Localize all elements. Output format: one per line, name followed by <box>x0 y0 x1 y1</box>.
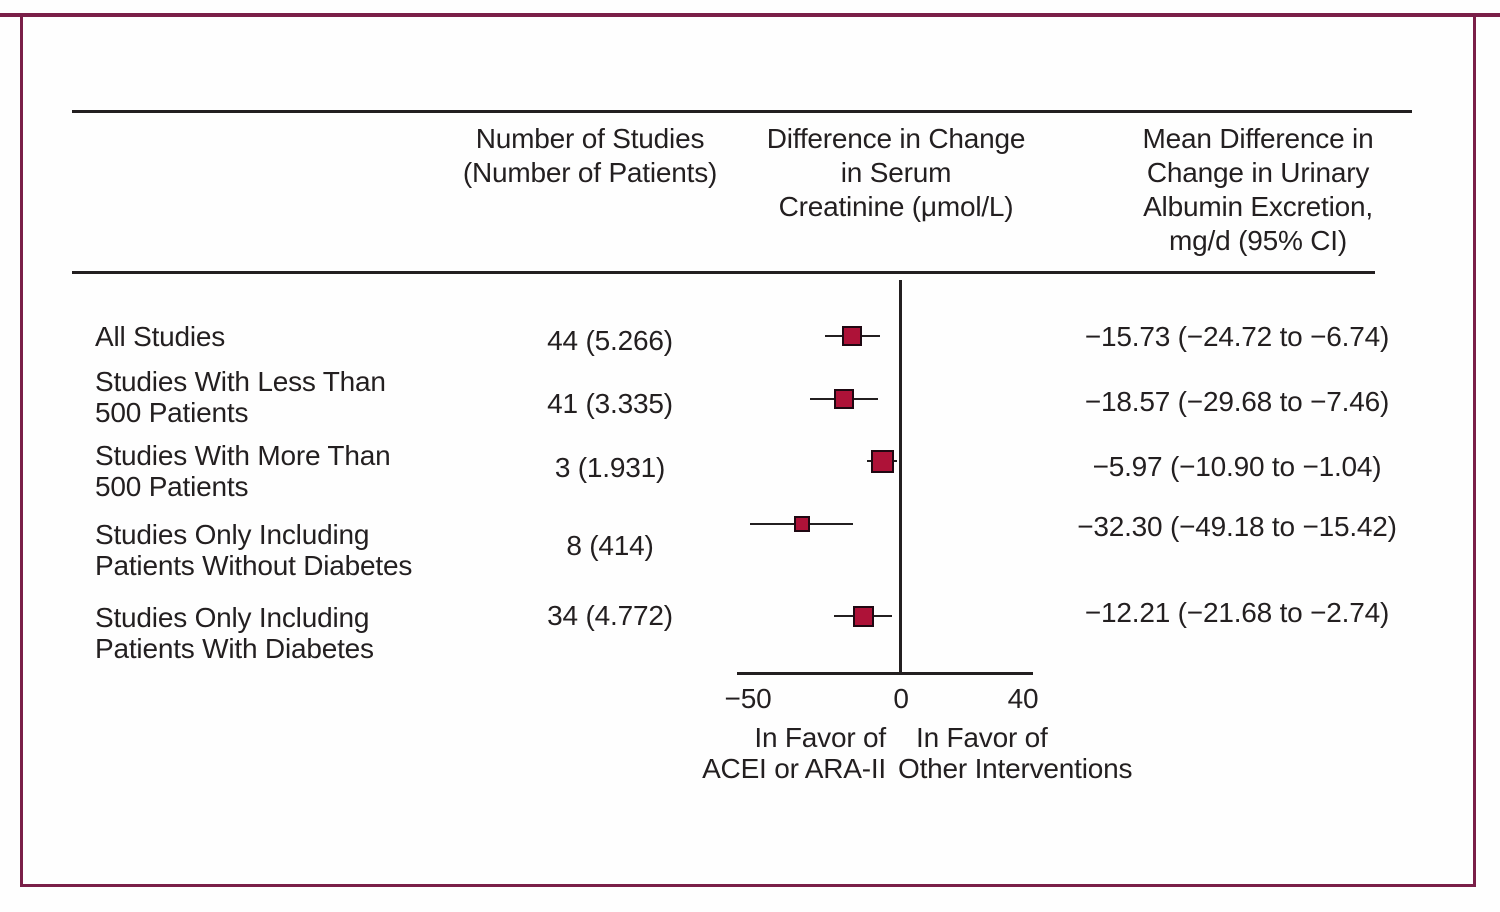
mean-marker <box>852 605 874 627</box>
row-label-line: Studies With Less Than <box>95 366 386 397</box>
footer-line: ACEI or ARA-II <box>702 753 886 784</box>
row-label-line: Patients With Diabetes <box>95 633 374 664</box>
ci-text-value: −5.97 (−10.90 to −1.04) <box>1092 451 1382 482</box>
figure-frame <box>20 13 1476 887</box>
footer-line: Other Interventions <box>898 753 1133 784</box>
ci-text-value: −18.57 (−29.68 to −7.46) <box>1084 386 1390 417</box>
row-label-line: Studies With More Than <box>95 440 391 471</box>
header-line: Difference in Change <box>766 123 1026 154</box>
zero-reference-line <box>899 280 902 675</box>
x-tick-40: 40 <box>1007 683 1039 714</box>
header-line: Number of Studies <box>475 123 705 154</box>
header-line: Change in Urinary <box>1146 157 1370 188</box>
table-rule-header-bottom <box>72 271 1375 274</box>
header-line: Albumin Excretion, <box>1143 191 1373 222</box>
n-studies-value: 44 (5.266) <box>547 325 673 356</box>
row-label-line: All Studies <box>95 321 226 352</box>
n-studies-value: 3 (1.931) <box>554 452 666 483</box>
x-axis-line <box>737 672 1033 675</box>
row-label-line: Studies Only Including <box>95 519 370 550</box>
header-line: (Number of Patients) <box>462 157 718 188</box>
header-albumin-excretion: Mean Difference in Change in Urinary Alb… <box>1088 122 1428 258</box>
row-label-line: Studies Only Including <box>95 602 370 633</box>
footer-line: In Favor of <box>754 722 886 753</box>
ci-text-value: −12.21 (−21.68 to −2.74) <box>1084 597 1390 628</box>
row-label-line: 500 Patients <box>95 397 249 428</box>
n-studies-value: 8 (414) <box>566 530 654 561</box>
mean-marker <box>870 449 894 473</box>
header-line: Mean Difference in <box>1142 123 1374 154</box>
header-line: Creatinine (μmol/L) <box>778 191 1014 222</box>
ci-text-value: −15.73 (−24.72 to −6.74) <box>1084 321 1390 352</box>
x-tick-neg50: −50 <box>724 683 772 714</box>
row-label-without-diabetes: Studies Only Including Patients Without … <box>95 519 412 581</box>
row-label-more-than-500: Studies With More Than 500 Patients <box>95 440 391 502</box>
mean-marker <box>833 389 854 409</box>
header-serum-creatinine: Difference in Change in Serum Creatinine… <box>740 122 1052 224</box>
table-rule-top <box>72 110 1412 113</box>
row-label-all-studies: All Studies <box>95 321 225 352</box>
row-label-line: 500 Patients <box>95 471 249 502</box>
header-number-of-studies: Number of Studies (Number of Patients) <box>420 122 760 190</box>
mean-marker <box>793 516 810 532</box>
ci-text-value: −32.30 (−49.18 to −15.42) <box>1077 511 1397 542</box>
mean-marker <box>842 326 863 346</box>
n-studies-value: 34 (4.772) <box>547 600 673 631</box>
favors-acei-label: In Favor of ACEI or ARA-II <box>640 722 886 784</box>
favors-other-interventions-label: In Favor of Other Interventions <box>898 722 1198 784</box>
header-line: in Serum <box>840 157 952 188</box>
n-studies-value: 41 (3.335) <box>547 388 673 419</box>
header-line: mg/d (95% CI) <box>1169 225 1347 256</box>
row-label-line: Patients Without Diabetes <box>95 550 413 581</box>
x-tick-0: 0 <box>893 683 909 714</box>
row-label-less-than-500: Studies With Less Than 500 Patients <box>95 366 386 428</box>
footer-line: In Favor of <box>916 722 1048 753</box>
row-label-with-diabetes: Studies Only Including Patients With Dia… <box>95 602 374 664</box>
